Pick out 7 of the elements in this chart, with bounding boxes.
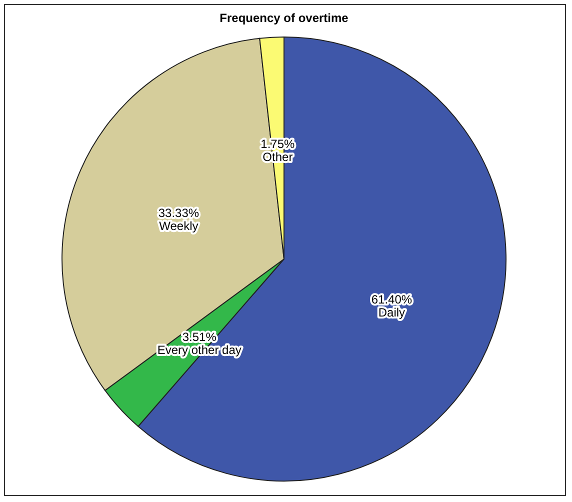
chart-title: Frequency of overtime (220, 11, 349, 25)
slice-label: Daily (378, 305, 406, 320)
slice-label: Weekly (159, 218, 198, 233)
data-label: 33.33% (158, 206, 200, 220)
data-label: 61.40% (371, 292, 412, 306)
data-label: 3.51% (182, 330, 217, 344)
slice-label: Every other day (157, 342, 242, 357)
